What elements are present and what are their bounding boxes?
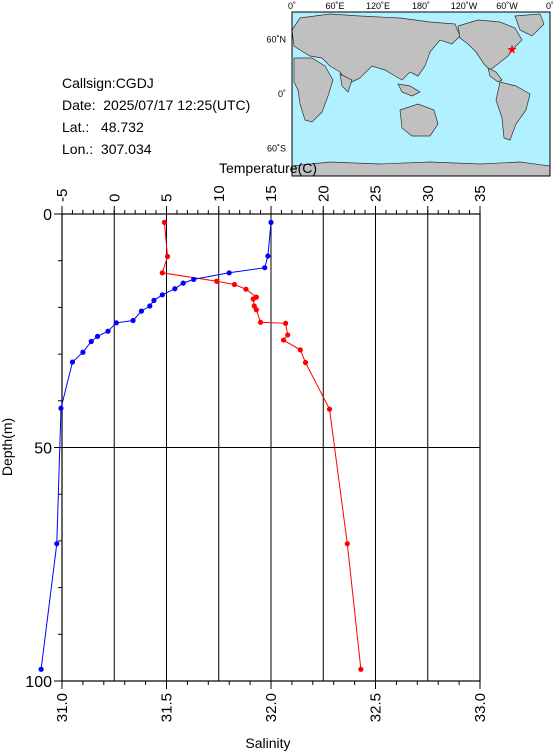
callsign-text: Callsign:CGDJ [62, 75, 154, 91]
salinity-data-point [69, 359, 76, 365]
temperature-tick-label: 0 [106, 194, 123, 202]
salinity-data-point [265, 253, 271, 259]
map-lon-tick-label: 180˚ [412, 1, 430, 11]
map-lon-tick-label: 0˚ [288, 1, 296, 11]
map-lat-tick-label: 60˚N [266, 34, 286, 44]
depth-tick-label: 100 [25, 674, 52, 691]
salinity-tick-label: 31.5 [159, 693, 176, 722]
salinity-series-line [40, 222, 272, 670]
date-text: Date: 2025/07/17 12:25(UTC) [62, 97, 251, 113]
map-lon-tick-label: 60˚W [496, 1, 518, 11]
temperature-data-point [214, 278, 220, 284]
temperature-data-point [285, 332, 291, 338]
salinity-data-point [58, 405, 64, 411]
salinity-tick-label: 32.5 [368, 693, 385, 722]
latitude-text: Lat.: 48.732 [62, 119, 144, 135]
salinity-data-point [38, 666, 44, 672]
map-lon-tick-label: 120˚E [366, 1, 390, 11]
temperature-tick-label: 5 [159, 194, 176, 202]
temperature-series-line [161, 222, 362, 670]
salinity-data-point [172, 286, 178, 292]
map-lon-tick-label: 60˚E [325, 1, 344, 11]
salinity-data-point [54, 541, 60, 547]
salinity-tick-label: 31.0 [54, 693, 71, 722]
salinity-data-point [180, 280, 186, 286]
salinity-data-point [159, 292, 165, 298]
temperature-axis-label: Temperature(C) [219, 160, 317, 176]
depth-tick-label: 0 [43, 207, 52, 224]
temperature-data-point [159, 270, 165, 276]
temperature-data-point [250, 296, 256, 302]
temperature-data-point [283, 320, 289, 326]
temperature-data-point [161, 219, 168, 226]
temperature-tick-label: 15 [263, 185, 280, 202]
temperature-data-point [297, 347, 303, 353]
temperature-tick-label: 30 [420, 185, 437, 202]
map-lat-tick-label: 60˚S [267, 144, 286, 154]
salinity-data-point [80, 349, 86, 355]
salinity-data-point [113, 320, 119, 326]
salinity-data-point [268, 219, 274, 226]
temperature-data-point [302, 359, 309, 366]
salinity-tick-label: 33.0 [472, 693, 489, 722]
depth-axis-label: Depth(m) [0, 418, 15, 476]
location-map: 0˚ 60˚E 120˚E 180˚ 120˚W 60˚W 0˚ 60˚N 0˚ 60˚S [266, 1, 553, 177]
temperature-data-point [358, 666, 364, 672]
map-land [291, 13, 551, 177]
temperature-data-point [253, 307, 259, 313]
salinity-data-point [262, 265, 268, 271]
temperature-data-point [326, 406, 333, 412]
chart-grid [61, 214, 481, 681]
salinity-tick-label: 32.0 [263, 693, 280, 722]
salinity-data-point [88, 338, 94, 345]
chart-series [38, 219, 364, 672]
temperature-data-point [231, 281, 238, 288]
salinity-data-point [147, 303, 153, 309]
temperature-tick-label: 35 [472, 185, 489, 202]
salinity-axis-label: Salinity [245, 735, 290, 751]
temperature-data-point [344, 541, 350, 547]
temperature-tick-label: 10 [211, 185, 228, 202]
temperature-data-point [243, 286, 249, 292]
salinity-data-point [105, 328, 111, 334]
salinity-data-point [138, 308, 145, 314]
salinity-data-point [191, 276, 197, 282]
map-lat-tick-label: 0˚ [278, 89, 286, 99]
temperature-tick-label: 20 [315, 185, 332, 202]
station-marker-icon [507, 44, 517, 54]
temperature-tick-label: -5 [54, 189, 71, 202]
depth-tick-label: 50 [34, 441, 52, 458]
longitude-text: Lon.: 307.034 [62, 141, 152, 157]
salinity-data-point [151, 297, 157, 303]
salinity-data-point [130, 317, 136, 324]
temperature-data-point [280, 337, 287, 343]
map-lon-tick-label: 0˚ [546, 1, 553, 11]
temperature-data-point [164, 253, 171, 260]
station-info: Callsign:CGDJ Date: 2025/07/17 12:25(UTC… [62, 72, 250, 160]
salinity-data-point [94, 333, 101, 339]
salinity-data-point [226, 270, 232, 276]
temperature-tick-label: 25 [368, 185, 385, 202]
map-lon-tick-label: 120˚W [451, 1, 478, 11]
temperature-data-point [257, 319, 264, 325]
